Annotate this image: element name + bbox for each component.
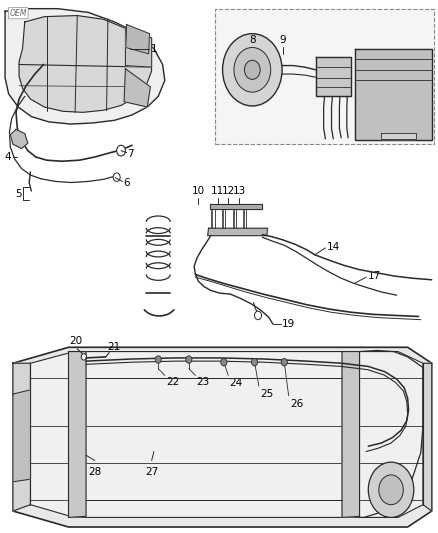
Polygon shape — [207, 228, 267, 236]
Circle shape — [117, 146, 125, 156]
Text: 11: 11 — [211, 187, 224, 196]
Circle shape — [254, 311, 261, 320]
Text: 24: 24 — [229, 378, 242, 389]
Polygon shape — [126, 25, 149, 54]
Text: 5: 5 — [15, 189, 21, 199]
Text: 9: 9 — [279, 35, 286, 45]
Polygon shape — [124, 69, 150, 107]
Circle shape — [281, 359, 287, 366]
Text: 8: 8 — [248, 35, 255, 45]
Polygon shape — [19, 15, 151, 112]
Polygon shape — [30, 352, 422, 518]
Polygon shape — [125, 27, 151, 67]
Circle shape — [367, 462, 413, 518]
Text: 22: 22 — [166, 377, 179, 387]
Circle shape — [113, 173, 120, 181]
Text: 25: 25 — [260, 389, 273, 399]
Polygon shape — [13, 364, 30, 511]
Circle shape — [220, 359, 226, 366]
Text: 17: 17 — [367, 271, 380, 281]
Text: 4: 4 — [4, 152, 11, 162]
Circle shape — [222, 34, 282, 106]
Text: 14: 14 — [326, 242, 339, 252]
Text: 20: 20 — [69, 336, 82, 346]
Polygon shape — [209, 204, 262, 209]
Polygon shape — [341, 352, 359, 518]
Circle shape — [155, 356, 161, 364]
Circle shape — [251, 359, 257, 366]
Text: 19: 19 — [282, 319, 295, 329]
Text: 12: 12 — [221, 187, 234, 196]
Text: 13: 13 — [232, 187, 245, 196]
Polygon shape — [13, 348, 431, 527]
Polygon shape — [11, 130, 28, 149]
Circle shape — [244, 60, 260, 79]
Circle shape — [233, 47, 270, 92]
Text: 28: 28 — [88, 467, 101, 478]
Text: OEM: OEM — [10, 9, 27, 18]
Polygon shape — [5, 9, 164, 124]
Circle shape — [81, 354, 86, 360]
Text: 23: 23 — [196, 377, 209, 387]
Text: 27: 27 — [145, 467, 158, 478]
Text: 26: 26 — [289, 399, 303, 409]
Text: 21: 21 — [107, 342, 120, 352]
Polygon shape — [215, 9, 433, 144]
Polygon shape — [315, 56, 350, 96]
Polygon shape — [354, 49, 431, 140]
Text: 6: 6 — [123, 177, 130, 188]
Text: 1: 1 — [150, 44, 157, 53]
Circle shape — [378, 475, 403, 505]
Circle shape — [185, 356, 191, 364]
Text: 7: 7 — [127, 149, 134, 159]
Polygon shape — [381, 133, 416, 139]
Polygon shape — [68, 352, 86, 518]
Polygon shape — [422, 364, 431, 511]
Text: 10: 10 — [191, 187, 205, 196]
Polygon shape — [13, 390, 30, 482]
